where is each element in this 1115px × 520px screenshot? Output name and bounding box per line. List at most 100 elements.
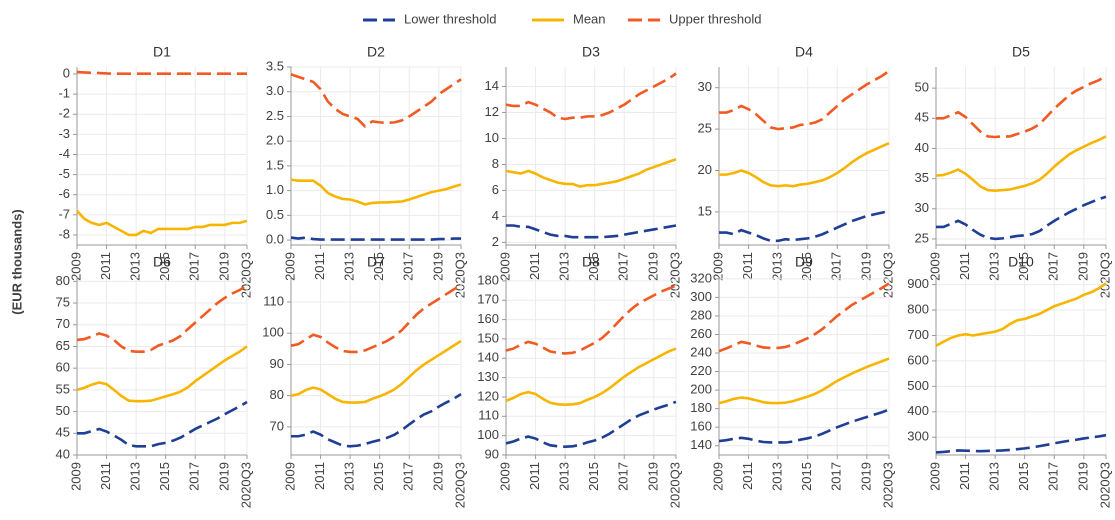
y-tick-label: 240 xyxy=(690,344,712,359)
y-tick-label: 60 xyxy=(56,360,70,375)
x-tick-label: 2015 xyxy=(157,462,172,491)
x-tick-label: 2013 xyxy=(987,252,1002,281)
y-tick-label: 90 xyxy=(485,446,499,461)
x-tick-label: 2013 xyxy=(342,252,357,281)
y-tick-label: -4 xyxy=(58,146,70,161)
x-tick-label: 2019 xyxy=(645,462,660,491)
x-tick-label: 2020Q3 xyxy=(452,462,467,508)
y-tick-label: 700 xyxy=(907,327,929,342)
x-tick-label: 2015 xyxy=(799,252,814,281)
y-tick-label: 150 xyxy=(477,330,499,345)
y-tick-label: 110 xyxy=(478,408,499,423)
x-tick-label: 2013 xyxy=(557,462,572,491)
series-line xyxy=(290,178,462,206)
panel-title: D7 xyxy=(367,254,385,270)
y-tick-label: 120 xyxy=(477,388,499,403)
series-line xyxy=(290,339,462,404)
x-tick-label: 2011 xyxy=(98,252,113,280)
legend-label: Mean xyxy=(573,11,606,26)
x-tick-label: 2011 xyxy=(740,252,755,280)
series-line xyxy=(505,72,677,121)
y-tick-label: 500 xyxy=(907,378,929,393)
x-tick-label: 2015 xyxy=(586,462,601,491)
x-tick-label: 2013 xyxy=(770,252,785,281)
y-tick-label: 2 xyxy=(492,234,499,249)
y-tick-label: -7 xyxy=(58,206,70,221)
x-tick-label: 2020Q3 xyxy=(1097,252,1112,298)
panel-title: D8 xyxy=(582,254,600,270)
y-tick-label: 55 xyxy=(56,381,70,396)
x-tick-label: 2011 xyxy=(740,462,755,490)
series-line xyxy=(935,433,1107,454)
y-tick-label: 6 xyxy=(492,182,499,197)
x-tick-label: 2020Q3 xyxy=(238,252,253,298)
y-tick-label: -1 xyxy=(58,86,70,101)
y-axis-label: (EUR thousands) xyxy=(9,209,24,314)
y-tick-label: 80 xyxy=(270,387,284,402)
x-tick-label: 2020Q3 xyxy=(238,462,253,508)
x-tick-label: 2011 xyxy=(957,462,972,490)
x-tick-label: 2020Q3 xyxy=(880,462,895,508)
legend-label: Upper threshold xyxy=(669,11,762,26)
x-tick-label: 2011 xyxy=(527,462,542,490)
y-tick-label: 2.0 xyxy=(266,133,284,148)
series-line xyxy=(506,224,677,239)
x-tick-label: 2017 xyxy=(401,252,416,281)
series-line xyxy=(290,283,462,354)
x-tick-label: 2019 xyxy=(430,252,445,281)
y-tick-label: 30 xyxy=(698,79,712,94)
y-tick-label: 600 xyxy=(907,352,929,367)
y-tick-label: 140 xyxy=(477,350,499,365)
x-tick-label: 2017 xyxy=(616,462,631,491)
y-tick-label: 40 xyxy=(56,446,70,461)
series-line xyxy=(718,357,890,405)
y-tick-label: 2.5 xyxy=(266,108,284,123)
y-tick-label: 4 xyxy=(492,208,499,223)
series-line xyxy=(935,135,1107,192)
y-tick-label: 14 xyxy=(485,78,499,93)
x-tick-label: 2013 xyxy=(770,462,785,491)
x-tick-label: 2015 xyxy=(586,252,601,281)
y-tick-label: 0.0 xyxy=(266,231,284,246)
y-tick-label: -8 xyxy=(58,226,70,241)
y-tick-label: 50 xyxy=(915,80,929,95)
x-tick-label: 2019 xyxy=(1075,252,1090,281)
x-tick-label: 2017 xyxy=(401,462,416,491)
y-tick-label: 15 xyxy=(698,203,712,218)
series-line xyxy=(77,400,248,448)
series-line xyxy=(291,393,462,448)
y-tick-label: 0 xyxy=(63,65,70,80)
series-line xyxy=(936,195,1107,241)
x-tick-label: 2019 xyxy=(430,462,445,491)
x-tick-label: 2017 xyxy=(187,252,202,281)
x-tick-label: 2011 xyxy=(98,462,113,490)
panel-title: D9 xyxy=(795,254,813,270)
panel-title: D3 xyxy=(582,44,600,60)
y-tick-label: 8 xyxy=(492,156,499,171)
y-tick-label: 160 xyxy=(690,419,712,434)
y-tick-label: 900 xyxy=(907,276,929,291)
series-line xyxy=(935,282,1107,347)
panel-title: D5 xyxy=(1012,44,1030,60)
x-tick-label: 2020Q3 xyxy=(1097,462,1112,508)
x-tick-label: 2015 xyxy=(1016,462,1031,491)
y-tick-label: 3.5 xyxy=(266,58,284,73)
y-tick-label: 170 xyxy=(477,292,499,307)
x-tick-label: 2017 xyxy=(829,252,844,281)
y-tick-label: -5 xyxy=(58,166,70,181)
y-tick-label: 260 xyxy=(690,326,712,341)
y-tick-label: 45 xyxy=(915,110,929,125)
x-tick-label: 2009 xyxy=(497,252,512,281)
y-tick-label: 1.0 xyxy=(266,182,284,197)
x-tick-label: 2019 xyxy=(858,462,873,491)
x-tick-label: 2019 xyxy=(858,252,873,281)
x-tick-label: 2019 xyxy=(645,252,660,281)
x-tick-label: 2019 xyxy=(216,462,231,491)
y-tick-label: 10 xyxy=(485,130,499,145)
y-tick-label: 130 xyxy=(477,369,499,384)
x-tick-label: 2013 xyxy=(557,252,572,281)
x-tick-label: 2020Q3 xyxy=(452,252,467,298)
x-tick-label: 2009 xyxy=(710,252,725,281)
y-tick-label: 100 xyxy=(262,325,284,340)
